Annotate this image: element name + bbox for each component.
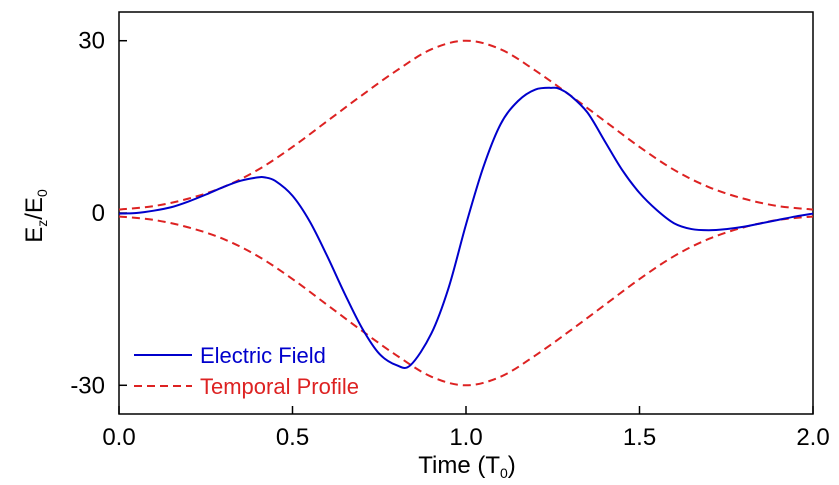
y-axis-label-sub1: z	[34, 220, 50, 227]
x-axis-label-main: Time (T	[418, 452, 500, 479]
series-line-temporal-profile	[118, 215, 814, 387]
x-axis-ticks: 0.0 0.5 1.0 1.5 2.0	[102, 406, 830, 451]
x-axis-label-subscript: 0	[500, 465, 508, 481]
y-axis-label-sub2: 0	[34, 189, 50, 197]
y-axis-label: Ez/E0	[21, 189, 50, 243]
y-axis-label-part2: /E	[21, 197, 48, 220]
series-layer	[118, 39, 814, 387]
x-tick-label: 1.0	[449, 424, 482, 451]
y-tick-label: 0	[92, 200, 105, 227]
legend-label-electric-field: Electric Field	[200, 343, 326, 368]
x-tick-label: 0.5	[276, 424, 309, 451]
y-tick-label: -30	[70, 372, 105, 399]
legend-label-temporal-profile: Temporal Profile	[200, 374, 359, 399]
x-tick-label: 2.0	[796, 424, 829, 451]
x-tick-label: 1.5	[623, 424, 656, 451]
y-tick-label: 30	[78, 28, 105, 55]
y-axis-label-part1: E	[21, 227, 48, 243]
legend: Electric Field Temporal Profile	[134, 343, 359, 399]
x-axis-label-close: )	[508, 452, 516, 479]
x-axis-label: Time (T0)	[418, 452, 516, 481]
series-line-electric-field	[118, 86, 814, 370]
x-tick-label: 0.0	[102, 424, 135, 451]
series-line-temporal-profile	[118, 39, 814, 211]
